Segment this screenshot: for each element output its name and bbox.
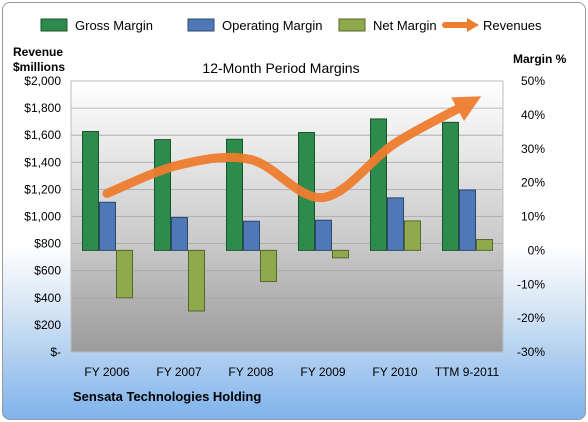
left-tick-label: $200 xyxy=(34,318,61,332)
right-axis-title: Margin % xyxy=(513,52,567,66)
category-label: FY 2009 xyxy=(300,365,345,379)
plot-border xyxy=(70,80,504,353)
left-tick-label: $600 xyxy=(34,264,61,278)
company-name: Sensata Technologies Holding xyxy=(73,389,261,404)
chart-title: 12-Month Period Margins xyxy=(202,60,359,76)
left-tick-label: $- xyxy=(50,345,61,359)
bar-net-margin-fy-2010 xyxy=(404,220,421,251)
left-tick-label: $1,000 xyxy=(24,210,61,224)
left-tick-label: $1,800 xyxy=(24,101,61,115)
bar-operating-margin-fy-2007 xyxy=(171,217,188,251)
bar-net-margin-fy-2008 xyxy=(260,249,277,283)
legend-label-revenues: Revenues xyxy=(483,18,542,33)
bar-gross-margin-fy-2007 xyxy=(154,139,171,251)
bar-net-margin-fy-2007 xyxy=(188,249,205,312)
left-axis-title-line1: Revenue xyxy=(13,45,63,59)
left-axis-title-line2: $millions xyxy=(13,60,65,74)
bar-gross-margin-ttm-9-2011 xyxy=(442,121,459,251)
bar-net-margin-fy-2009 xyxy=(332,249,349,259)
right-tick-label: 0% xyxy=(528,243,546,257)
category-label: FY 2007 xyxy=(156,365,201,379)
bar-operating-margin-fy-2008 xyxy=(243,220,260,251)
legend-swatch-gross-margin xyxy=(40,18,68,32)
right-tick-label: -10% xyxy=(517,277,545,291)
legend-label-net-margin: Net Margin xyxy=(373,18,437,33)
left-tick-label: $800 xyxy=(34,237,61,251)
bar-operating-margin-ttm-9-2011 xyxy=(459,189,476,251)
legend-swatch-operating-margin xyxy=(187,18,215,32)
right-tick-label: 30% xyxy=(521,142,545,156)
bar-gross-margin-fy-2006 xyxy=(82,130,99,251)
bar-net-margin-ttm-9-2011 xyxy=(476,239,493,251)
right-tick-label: 10% xyxy=(521,210,545,224)
revenue-line-path xyxy=(102,96,482,203)
right-tick-label: -20% xyxy=(517,311,545,325)
bar-series xyxy=(82,118,493,312)
chart-legend: Gross Margin Operating Margin Net Margin Re… xyxy=(40,18,542,33)
right-tick-label: -30% xyxy=(517,345,545,359)
bar-gross-margin-fy-2008 xyxy=(226,138,243,251)
legend-label-operating-margin: Operating Margin xyxy=(222,18,322,33)
category-label: TTM 9-2011 xyxy=(435,365,500,379)
bar-operating-margin-fy-2010 xyxy=(387,197,404,251)
right-tick-label: 40% xyxy=(521,108,545,122)
category-label: FY 2006 xyxy=(84,365,129,379)
left-tick-label: $1,400 xyxy=(24,155,61,169)
left-tick-label: $1,200 xyxy=(24,182,61,196)
bar-net-margin-fy-2006 xyxy=(116,249,133,299)
left-tick-label: $400 xyxy=(34,291,61,305)
category-axis-labels: FY 2006 FY 2007 FY 2008 FY 2009 FY 2010 TTM 9… xyxy=(84,365,499,379)
left-tick-label: $1,600 xyxy=(24,128,61,142)
legend-swatch-net-margin xyxy=(338,18,366,32)
left-axis-ticks: $- $200 $400 $600 $800 $1,000 $1,200 $1,400 $1,6… xyxy=(24,74,61,359)
bar-gross-margin-fy-2010 xyxy=(370,118,387,251)
category-label: FY 2010 xyxy=(372,365,417,379)
margins-chart: Gross Margin Operating Margin Net Margin Re… xyxy=(13,18,567,404)
left-tick-label: $2,000 xyxy=(24,74,61,88)
legend-label-gross-margin: Gross Margin xyxy=(75,18,153,33)
right-tick-label: 20% xyxy=(521,176,545,190)
right-axis-ticks: -30% -20% -10% 0% 10% 20% 30% 40% 50% xyxy=(517,74,545,359)
right-tick-label: 50% xyxy=(521,74,545,88)
revenue-line xyxy=(102,96,482,203)
bar-operating-margin-fy-2009 xyxy=(315,219,332,251)
legend-arrow-icon xyxy=(467,18,479,32)
category-label: FY 2008 xyxy=(228,365,273,379)
bar-operating-margin-fy-2006 xyxy=(99,201,116,251)
